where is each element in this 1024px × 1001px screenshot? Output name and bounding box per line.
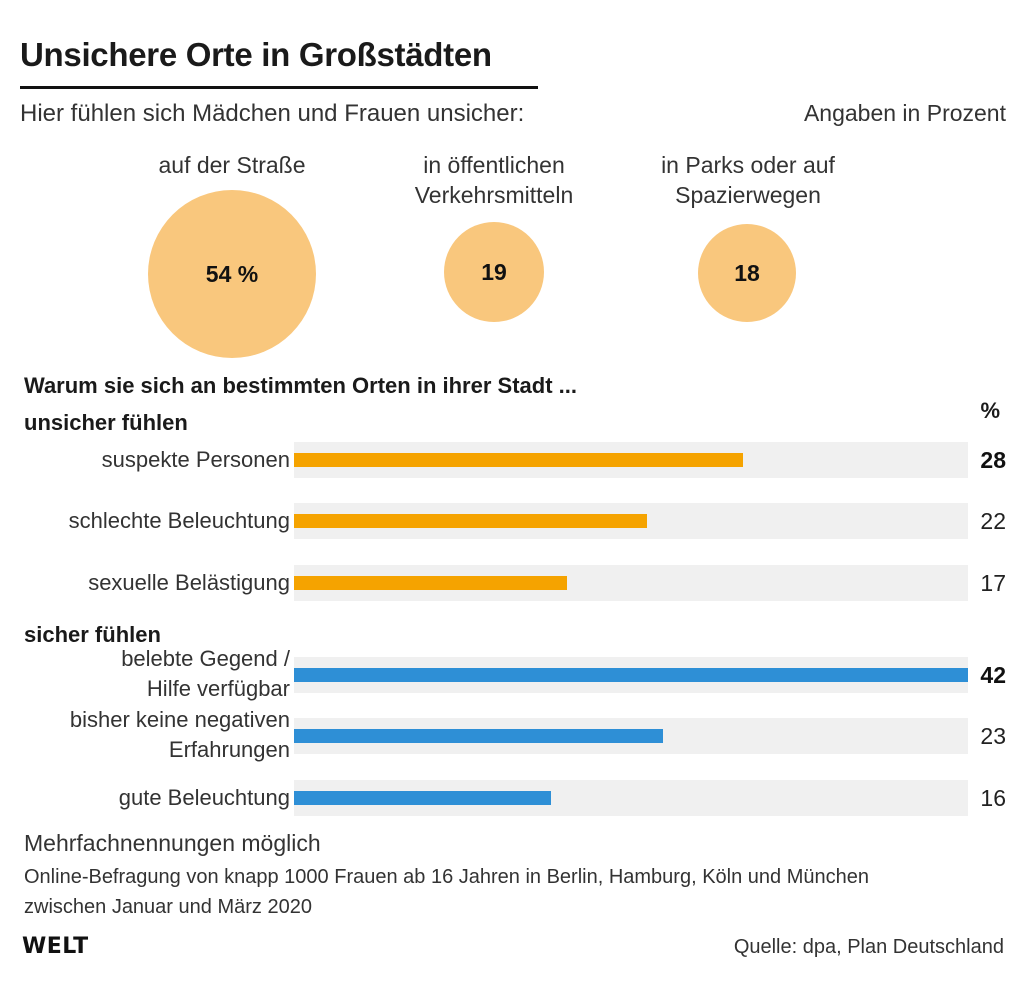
bar-label-no-bad-experience: bisher keine negativen Erfahrungen <box>69 707 290 762</box>
bubble-parks: 18 <box>698 224 796 322</box>
bubble-value-street: 54 % <box>205 260 259 287</box>
source-note: Quelle: dpa, Plan Deutschland <box>733 936 1004 958</box>
bar-value-harassment: 17 <box>980 570 1006 596</box>
chart-title: Unsichere Orte in Großstädten <box>20 36 492 73</box>
bubble-value-transport: 19 <box>481 258 507 285</box>
welt-logo: WELT <box>22 934 89 959</box>
bar-value-poor-lighting: 22 <box>980 508 1006 534</box>
bubble-transport: 19 <box>444 222 544 322</box>
footnote: Mehrfachnennungen möglich <box>24 830 321 856</box>
bubble-street: 54 % <box>148 190 316 358</box>
percent-header: % <box>980 398 1000 423</box>
bar-suspect-persons <box>294 453 743 467</box>
bubble-label-parks: in Parks oder auf Spazierwegen <box>661 152 835 208</box>
bar-label-good-lighting: gute Beleuchtung <box>118 785 290 810</box>
bar-busy-area <box>294 668 968 682</box>
unit-note: Angaben in Prozent <box>803 100 1006 126</box>
group-heading-safe: sicher fühlen <box>24 622 161 647</box>
bubble-value-parks: 18 <box>734 259 760 286</box>
bar-poor-lighting <box>294 514 647 528</box>
bar-label-suspect-persons: suspekte Personen <box>101 447 290 472</box>
group-heading-unsafe: unsicher fühlen <box>24 410 188 435</box>
bar-label-busy-area: belebte Gegend / Hilfe verfügbar <box>121 646 290 701</box>
bar-value-suspect-persons: 28 <box>980 447 1006 473</box>
bar-no-bad-experience <box>294 729 663 743</box>
chart-subtitle: Hier fühlen sich Mädchen und Frauen unsi… <box>20 100 525 127</box>
title-underline <box>20 86 538 89</box>
bar-value-no-bad-experience: 23 <box>980 723 1006 749</box>
bubble-label-street: auf der Straße <box>158 152 306 178</box>
bar-value-good-lighting: 16 <box>980 785 1006 811</box>
bar-value-busy-area: 42 <box>980 662 1006 688</box>
bar-harassment <box>294 576 567 590</box>
methodology-note: Online-Befragung von knapp 1000 Frauen a… <box>24 866 869 918</box>
bar-label-harassment: sexuelle Belästigung <box>88 570 290 595</box>
bar-good-lighting <box>294 791 551 805</box>
question-heading: Warum sie sich an bestimmten Orten in ih… <box>24 373 577 398</box>
bar-label-poor-lighting: schlechte Beleuchtung <box>68 508 290 533</box>
bubble-label-transport: in öffentlichen Verkehrsmitteln <box>414 152 574 208</box>
